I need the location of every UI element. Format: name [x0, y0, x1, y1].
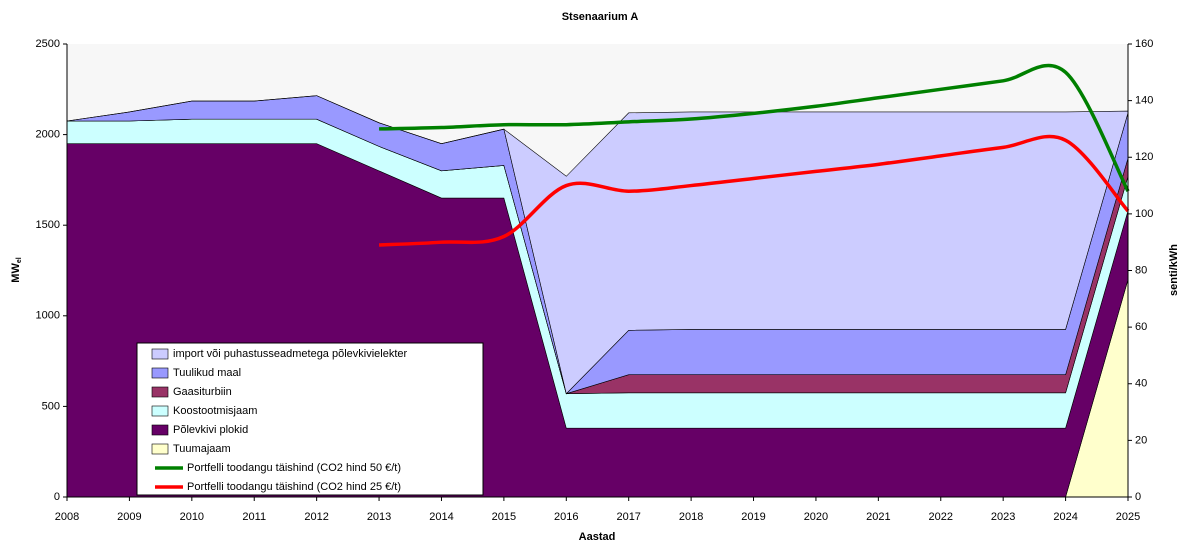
y-axis-label: MWel [10, 257, 23, 282]
line [379, 63, 1130, 193]
x-tick-label: 2016 [554, 511, 578, 523]
x-tick-label: 2011 [242, 511, 266, 523]
legend-label: Põlevkivi plokid [173, 424, 248, 436]
x-tick-label: 2024 [1053, 511, 1077, 523]
y-tick-label: 0 [54, 491, 60, 503]
legend-swatch [151, 424, 169, 436]
chart-title: Stsenaarium A [562, 11, 639, 23]
lines [378, 63, 1130, 247]
x-tick-label: 2009 [117, 511, 141, 523]
x-tick-label: 2021 [866, 511, 890, 523]
x-tick-label: 2013 [367, 511, 391, 523]
y-tick-label: 500 [42, 400, 60, 412]
legend-label: Koostootmisjaam [173, 405, 257, 417]
legend-swatch [151, 405, 169, 417]
x-tick-label: 2015 [492, 511, 516, 523]
y-axis-label-main: MW [10, 263, 22, 283]
y2-tick-label: 0 [1135, 491, 1141, 503]
x-axis-label: Aastad [579, 531, 616, 543]
legend-swatch [151, 443, 169, 455]
x-tick-label: 2020 [804, 511, 828, 523]
x-tick-label: 2012 [304, 511, 328, 523]
y2-tick-label: 160 [1135, 38, 1153, 50]
x-tick-label: 2023 [991, 511, 1015, 523]
y2-tick-label: 100 [1135, 208, 1153, 220]
x-tick-label: 2025 [1116, 511, 1140, 523]
y2-tick-label: 140 [1135, 95, 1153, 107]
x-tick-label: 2017 [616, 511, 640, 523]
line [378, 134, 1130, 247]
legend: import või puhastusseadmetega põlevkivie… [136, 342, 484, 496]
y-tick-label: 2000 [36, 129, 60, 141]
legend-label: import või puhastusseadmetega põlevkivie… [173, 348, 408, 360]
legend-box [136, 342, 484, 496]
y2-axis-label: senti/kWh [1168, 244, 1180, 296]
legend-label: Portfelli toodangu täishind (CO2 hind 25… [187, 481, 401, 493]
x-tick-label: 2010 [180, 511, 204, 523]
legend-label: Portfelli toodangu täishind (CO2 hind 50… [187, 462, 401, 474]
x-tick-label: 2018 [679, 511, 703, 523]
y2-tick-label: 60 [1135, 321, 1147, 333]
legend-label: Gaasiturbiin [173, 386, 232, 398]
legend-label: Tuulikud maal [173, 367, 241, 379]
axes: 0 500 1000 1500 2000 2500 0 20 40 60 80 100 120 140 16… [36, 38, 1154, 523]
y2-tick-label: 20 [1135, 434, 1147, 446]
legend-label: Tuumajaam [173, 443, 231, 455]
legend-swatch [151, 348, 169, 360]
x-tick-label: 2008 [55, 511, 79, 523]
y2-tick-label: 40 [1135, 378, 1147, 390]
legend-swatch [151, 386, 169, 398]
y-tick-label: 1500 [36, 219, 60, 231]
x-tick-label: 2014 [429, 511, 453, 523]
y-tick-label: 1000 [36, 310, 60, 322]
legend-swatch [151, 367, 169, 379]
y-tick-label: 2500 [36, 38, 60, 50]
y2-tick-label: 120 [1135, 151, 1153, 163]
y2-tick-label: 80 [1135, 264, 1147, 276]
y-axis-label-sub: el [16, 257, 23, 263]
x-tick-label: 2019 [741, 511, 765, 523]
x-tick-label: 2022 [929, 511, 953, 523]
